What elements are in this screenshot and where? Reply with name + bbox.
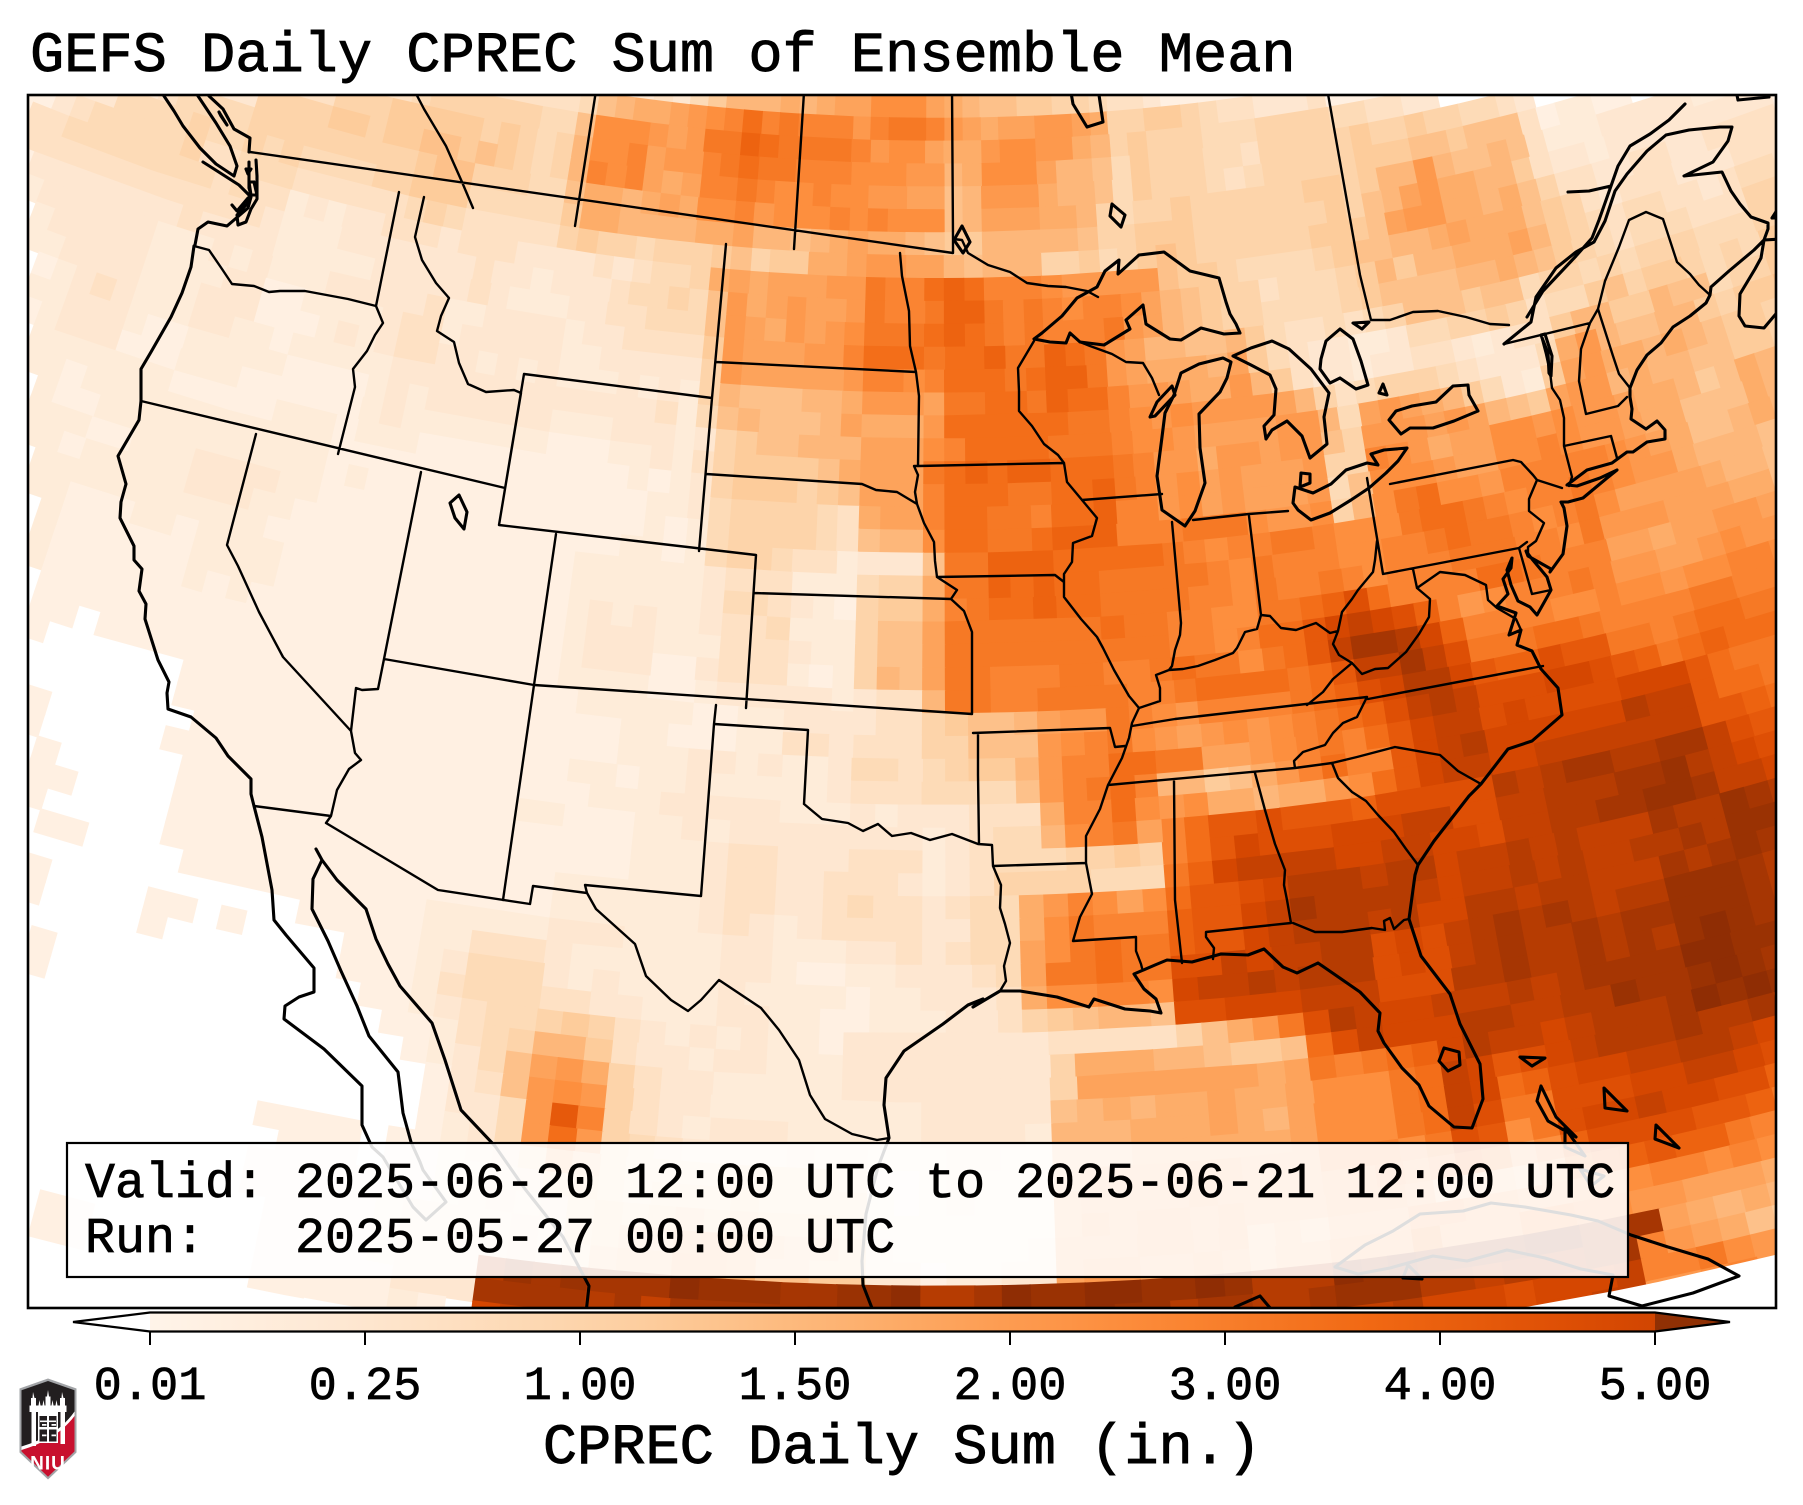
- svg-text:NIU: NIU: [30, 1454, 66, 1475]
- svg-text:3.00: 3.00: [1169, 1361, 1282, 1414]
- svg-text:2.00: 2.00: [954, 1361, 1067, 1414]
- svg-text:0.25: 0.25: [309, 1361, 422, 1414]
- svg-text:5.00: 5.00: [1599, 1361, 1712, 1414]
- svg-text:1.50: 1.50: [739, 1361, 852, 1414]
- svg-text:CPREC Daily Sum (in.): CPREC Daily Sum (in.): [543, 1417, 1261, 1481]
- svg-text:GEFS Daily CPREC Sum of Ensemb: GEFS Daily CPREC Sum of Ensemble Mean: [30, 25, 1296, 89]
- svg-text:1.00: 1.00: [524, 1361, 637, 1414]
- svg-text:4.00: 4.00: [1384, 1361, 1497, 1414]
- svg-text:Run: 2025-05-27 00:00 UTC: Run: 2025-05-27 00:00 UTC: [85, 1211, 895, 1268]
- svg-text:Valid: 2025-06-20 12:00 UTC to: Valid: 2025-06-20 12:00 UTC to 2025-06-2…: [85, 1156, 1615, 1213]
- svg-text:0.01: 0.01: [94, 1361, 207, 1414]
